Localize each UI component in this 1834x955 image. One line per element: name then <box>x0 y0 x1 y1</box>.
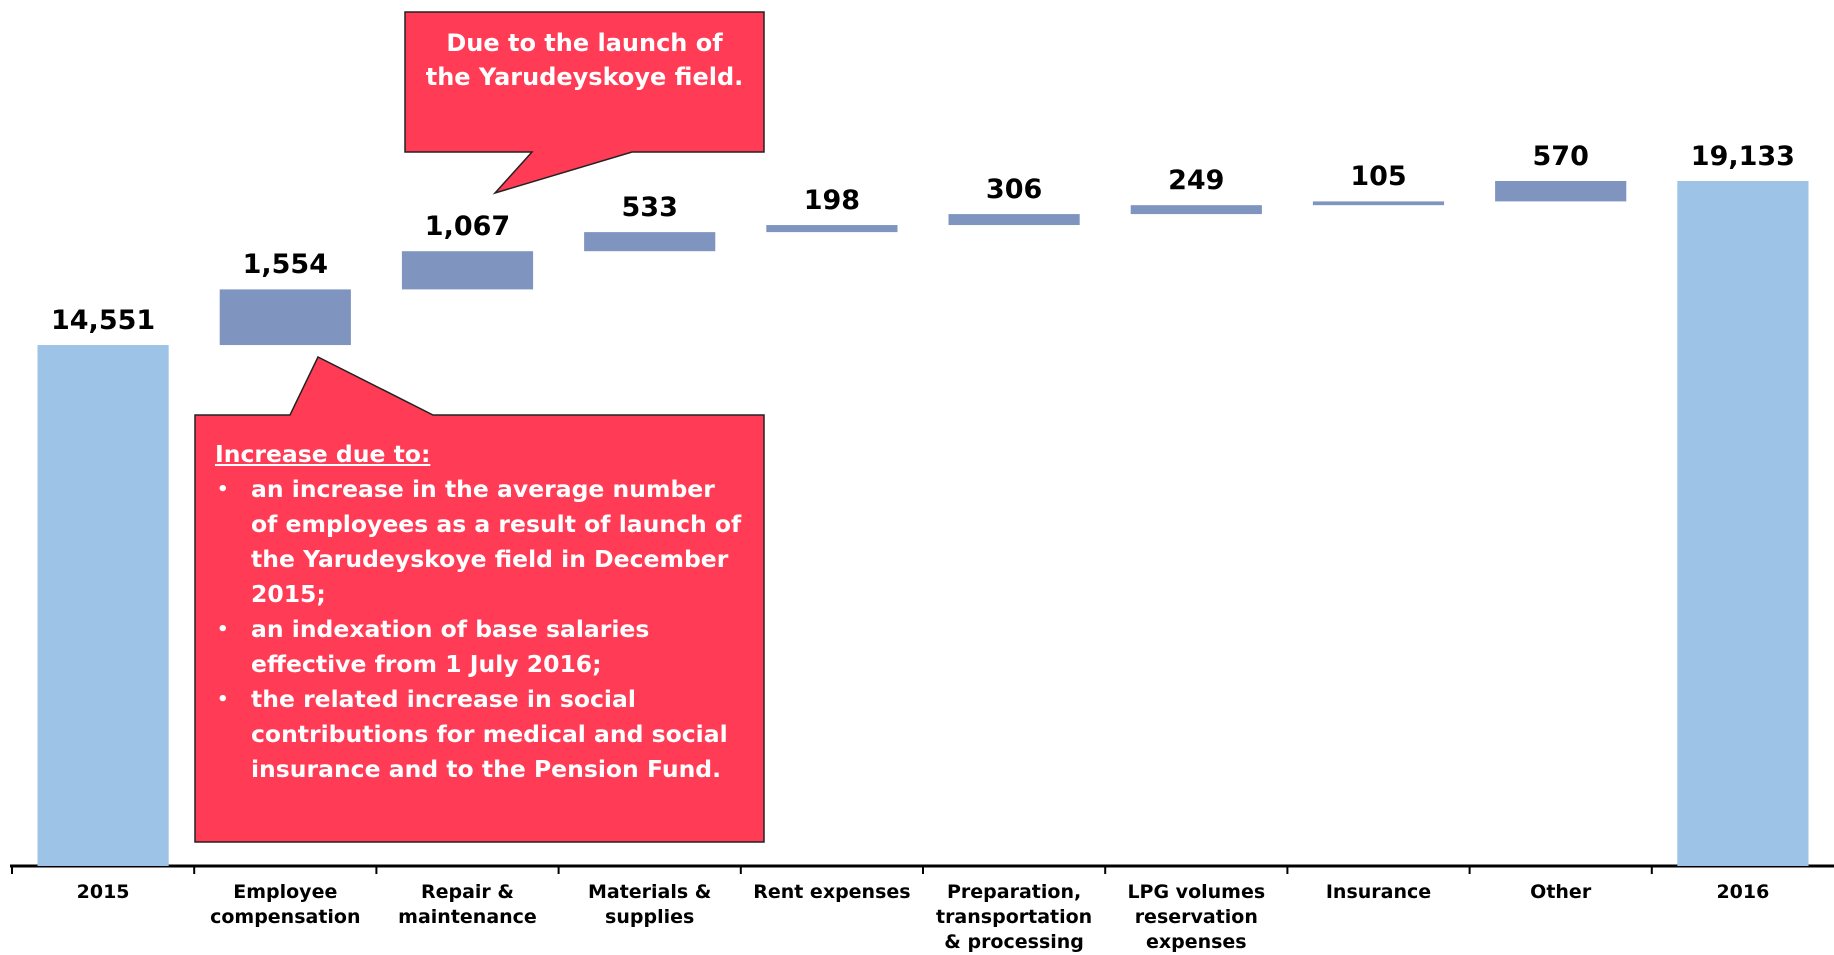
annotation-bullet: an increase in the average number of emp… <box>215 472 744 612</box>
value-label: 570 <box>1532 141 1589 172</box>
x-tick-label: LPG volumes reservation expenses <box>1127 881 1266 953</box>
annotation: Increase due to: an increase in the aver… <box>195 415 764 842</box>
x-tick-label: Rent expenses <box>753 881 911 903</box>
x-tick-label: Employee compensation <box>210 881 361 928</box>
value-label: 1,067 <box>424 211 511 243</box>
value-label: 19,133 <box>1690 141 1795 172</box>
x-tick-label: Preparation, transportation & processing <box>935 881 1093 953</box>
change-bar <box>219 289 351 346</box>
change-bar <box>401 251 534 290</box>
annotation-list: an increase in the average number of emp… <box>215 472 744 787</box>
value-label: 1,554 <box>242 249 328 281</box>
value-label: 14,551 <box>50 305 156 337</box>
value-label: 249 <box>1168 165 1225 197</box>
x-tick-label: Materials & supplies <box>587 881 712 928</box>
change-bar <box>766 225 898 233</box>
change-bar <box>1312 201 1445 206</box>
change-bar <box>948 214 1080 226</box>
annotation: Due to the launch of the Yarudeyskoye fi… <box>425 29 744 91</box>
total-bar <box>1677 181 1809 866</box>
callout-box <box>404 11 765 195</box>
value-label: 105 <box>1350 161 1407 193</box>
x-tick-label: 2016 <box>1716 881 1770 903</box>
x-tick-label: Other <box>1530 881 1592 903</box>
change-bar <box>1130 205 1262 215</box>
x-tick-label: 2015 <box>76 881 130 903</box>
value-label: 198 <box>803 185 861 217</box>
change-bar <box>1495 181 1627 202</box>
annotation-heading: Increase due to: <box>215 440 431 468</box>
x-tick-label: Insurance <box>1325 881 1432 903</box>
annotation-bullet: an indexation of base salaries effective… <box>215 612 744 682</box>
annotation-bullet: the related increase in social contribut… <box>215 682 744 787</box>
total-bar <box>37 345 169 867</box>
x-tick-label: Repair & maintenance <box>398 881 537 928</box>
value-label: 533 <box>621 192 678 224</box>
change-bar <box>584 232 716 252</box>
value-label: 306 <box>985 174 1043 206</box>
